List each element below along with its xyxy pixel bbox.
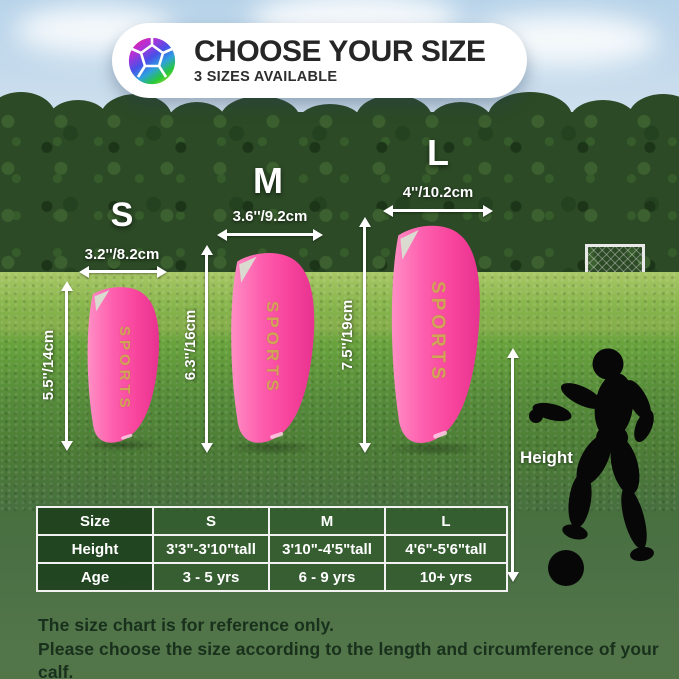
soccer-ball-icon — [126, 34, 178, 87]
guard-s-width-label: 3.2''/8.2cm — [84, 246, 160, 263]
guard-l-size-letter: L — [427, 132, 449, 173]
guard-l-shadow — [384, 441, 484, 456]
header-text: CHOOSE YOUR SIZE 3 SIZES AVAILABLE — [194, 35, 486, 86]
footer-note-line2: Please choose the size according to the … — [38, 638, 659, 679]
table-cell-age-l: 10+ yrs — [384, 562, 508, 592]
table-row-age: Age 3 - 5 yrs 6 - 9 yrs 10+ yrs — [36, 562, 508, 592]
table-cell-age-m: 6 - 9 yrs — [268, 562, 386, 592]
header-card: CHOOSE YOUR SIZE 3 SIZES AVAILABLE — [112, 23, 527, 98]
guard-l-width-arrow — [392, 209, 484, 212]
table-cell-height-m: 3'10"-4'5"tall — [268, 534, 386, 564]
guard-s-size-letter: S — [110, 196, 134, 234]
table-cell-height-l: 4'6"-5'6"tall — [384, 534, 508, 564]
guard-m-height-label: 6.3''/16cm — [182, 309, 199, 381]
header-title: CHOOSE YOUR SIZE — [194, 35, 486, 68]
player-height-arrow — [511, 357, 514, 573]
table-cell-size-m: M — [268, 506, 386, 536]
footer-note: The size chart is for reference only. Pl… — [38, 614, 679, 679]
table-cell-height-s: 3'3"-3'10"tall — [152, 534, 270, 564]
shin-guard-m — [220, 248, 320, 448]
table-cell-size-l: L — [384, 506, 508, 536]
header-subtitle: 3 SIZES AVAILABLE — [194, 69, 338, 85]
guard-l-brand-text: SPORTS — [427, 280, 448, 384]
grass-highlight — [0, 318, 679, 334]
table-cell-age-label: Age — [36, 562, 154, 592]
guard-l-width-label: 4''/10.2cm — [402, 184, 474, 201]
guard-l-height-label: 7.5''/19cm — [339, 299, 356, 371]
shin-guard-s — [78, 283, 164, 447]
guard-s-brand-text: SPORTS — [116, 326, 133, 412]
table-row-height: Height 3'3"-3'10"tall 3'10"-4'5"tall 4'6… — [36, 534, 508, 564]
shin-guard-l — [380, 220, 486, 449]
guard-m-height-arrow — [205, 254, 208, 444]
table-cell-size-s: S — [152, 506, 270, 536]
guard-m-shadow — [224, 440, 320, 455]
player-height-label: Height — [520, 448, 573, 467]
table-row-size: Size S M L — [36, 506, 508, 536]
guard-s-height-arrow — [65, 290, 68, 442]
guard-s-height-label: 5.5''/14cm — [40, 329, 57, 401]
tree-line — [0, 112, 679, 282]
table-cell-age-s: 3 - 5 yrs — [152, 562, 270, 592]
table-cell-height-label: Height — [36, 534, 154, 564]
size-table: Size S M L Height 3'3"-3'10"tall 3'10"-4… — [36, 506, 508, 592]
soccer-player-silhouette — [524, 342, 679, 597]
footer-note-line1: The size chart is for reference only. — [38, 615, 335, 635]
guard-l-height-arrow — [363, 226, 366, 444]
guard-m-width-label: 3.6''/9.2cm — [232, 208, 308, 225]
guard-m-brand-text: SPORTS — [263, 301, 282, 395]
soccer-ball-shape — [548, 550, 584, 586]
guard-m-size-letter: M — [253, 160, 283, 201]
table-cell-size-label: Size — [36, 506, 154, 536]
guard-s-shadow — [82, 438, 162, 452]
guard-m-width-arrow — [226, 233, 314, 236]
guard-s-width-arrow — [88, 270, 158, 273]
